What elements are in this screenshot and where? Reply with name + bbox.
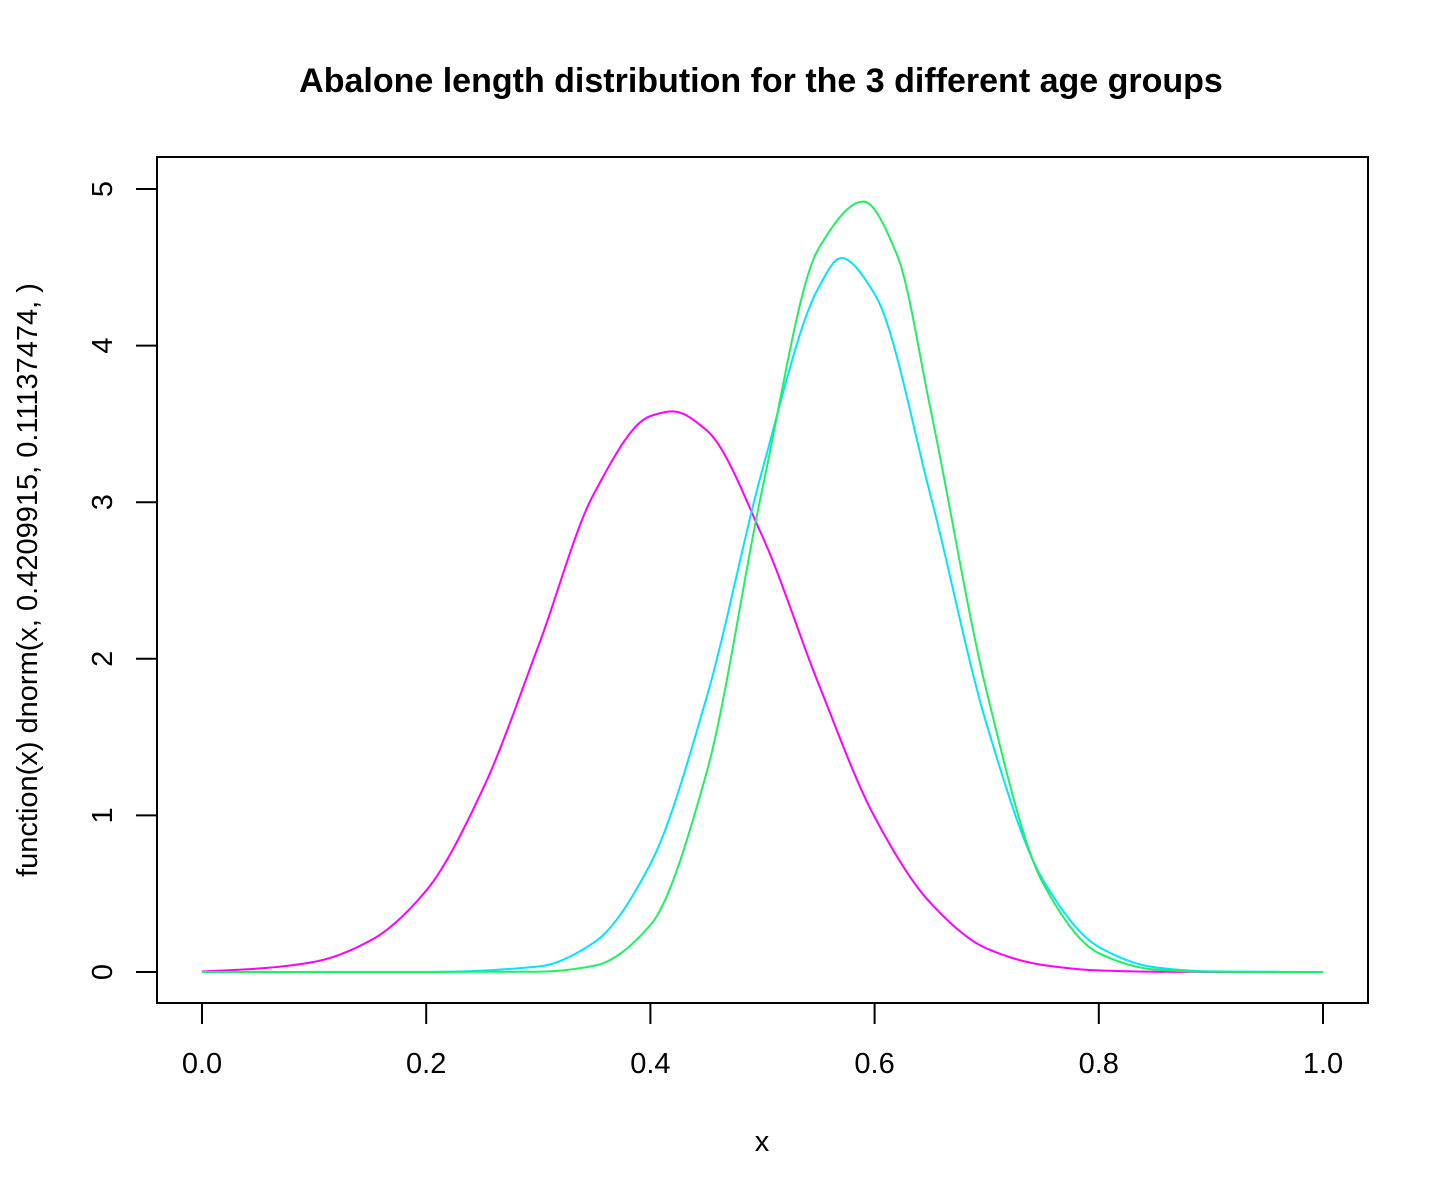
series-line-3 — [202, 200, 1324, 973]
x-tick-label: 1.0 — [1303, 1048, 1343, 1080]
chart-title: Abalone length distribution for the 3 di… — [299, 62, 1223, 100]
x-tick-label: 0.6 — [854, 1048, 894, 1080]
x-tick-label: 0.0 — [182, 1048, 222, 1080]
y-axis: 0 1 2 3 4 5 — [87, 181, 158, 980]
x-tick-label: 0.8 — [1079, 1048, 1119, 1080]
y-tick-label: 0 — [87, 964, 119, 980]
x-tick-label: 0.2 — [406, 1048, 446, 1080]
y-tick-label: 2 — [87, 651, 119, 667]
x-axis: 0.0 0.2 0.4 0.6 0.8 1.0 — [182, 1002, 1343, 1080]
y-tick-label: 5 — [87, 181, 119, 197]
series-line-2 — [202, 256, 1324, 973]
y-tick-label: 1 — [87, 807, 119, 823]
x-tick-label: 0.4 — [630, 1048, 670, 1080]
plot-area-box — [156, 156, 1369, 1004]
series-line-1 — [201, 410, 1323, 973]
y-axis-label: function(x) dnorm(x, 0.4209915, 0.111374… — [12, 283, 44, 877]
series-group — [201, 200, 1324, 973]
y-tick-label: 3 — [87, 494, 119, 510]
y-tick-label: 4 — [87, 338, 119, 354]
x-axis-label: x — [755, 1126, 770, 1158]
